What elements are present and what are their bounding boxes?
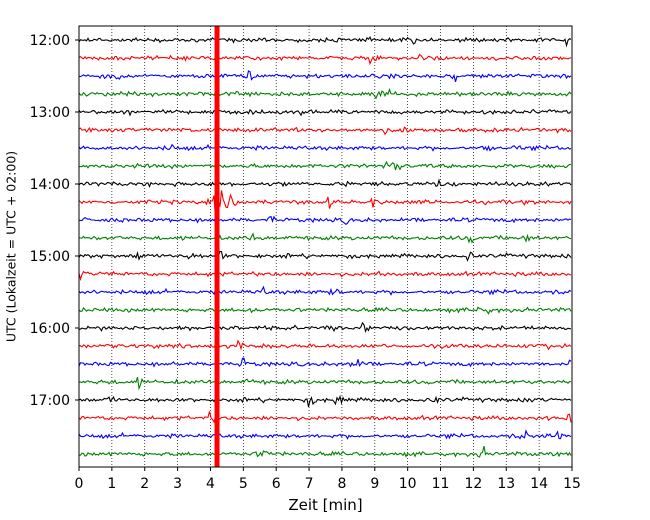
x-tick-label: 4	[206, 476, 215, 492]
y-tick-label: 12:00	[30, 33, 70, 49]
trace-1415	[78, 190, 572, 220]
y-axis-ticks: 12:00 13:00 14:00 15:00 16:00 17:00	[30, 33, 79, 409]
x-tick-label: 11	[432, 476, 450, 492]
trace-1645	[78, 376, 572, 391]
x-axis-ticks: 0 1 2 3 4 5 6 7 8 9 10 11 12 13 14 15	[75, 467, 581, 492]
saturated-spike	[214, 26, 220, 467]
trace-1500	[78, 250, 572, 262]
traces	[78, 35, 572, 458]
events	[214, 26, 220, 467]
trace-1530	[78, 285, 572, 296]
x-axis-title: Zeit [min]	[288, 496, 362, 514]
x-tick-label: 12	[464, 476, 482, 492]
trace-1730	[78, 429, 572, 440]
trace-1715	[78, 411, 572, 424]
y-tick-label: 13:00	[30, 105, 70, 121]
trace-1600	[78, 321, 572, 333]
x-tick-label: 5	[239, 476, 248, 492]
trace-1630	[78, 357, 572, 368]
trace-1200	[78, 35, 572, 48]
trace-1345	[78, 160, 571, 171]
trace-1700	[78, 394, 572, 408]
y-tick-label: 16:00	[30, 321, 70, 337]
trace-1315	[78, 126, 572, 136]
x-tick-label: 10	[399, 476, 417, 492]
x-tick-label: 3	[173, 476, 182, 492]
trace-1430	[78, 213, 572, 225]
x-tick-label: 15	[563, 476, 581, 492]
x-tick-label: 0	[75, 476, 84, 492]
y-tick-label: 15:00	[30, 249, 70, 265]
trace-1615	[78, 339, 572, 351]
x-tick-label: 14	[530, 476, 548, 492]
x-tick-label: 7	[305, 476, 314, 492]
trace-1445	[78, 232, 572, 244]
trace-1300	[78, 108, 572, 117]
x-tick-label: 9	[370, 476, 379, 492]
trace-1215	[78, 53, 572, 66]
x-tick-label: 8	[337, 476, 346, 492]
x-tick-label: 6	[272, 476, 281, 492]
trace-1515	[78, 270, 572, 282]
trace-1330	[78, 143, 572, 152]
trace-1400	[78, 178, 572, 189]
trace-1230	[78, 70, 572, 82]
x-tick-label: 13	[497, 476, 515, 492]
y-axis-title: UTC (Lokalzeit = UTC + 02:00)	[4, 151, 19, 342]
trace-1545	[78, 306, 572, 315]
trace-1745	[79, 445, 572, 458]
x-tick-label: 1	[107, 476, 116, 492]
trace-1245	[78, 87, 572, 100]
y-tick-label: 14:00	[30, 177, 70, 193]
y-tick-label: 17:00	[30, 393, 70, 409]
plot-frame	[78, 25, 573, 468]
x-tick-label: 2	[140, 476, 149, 492]
